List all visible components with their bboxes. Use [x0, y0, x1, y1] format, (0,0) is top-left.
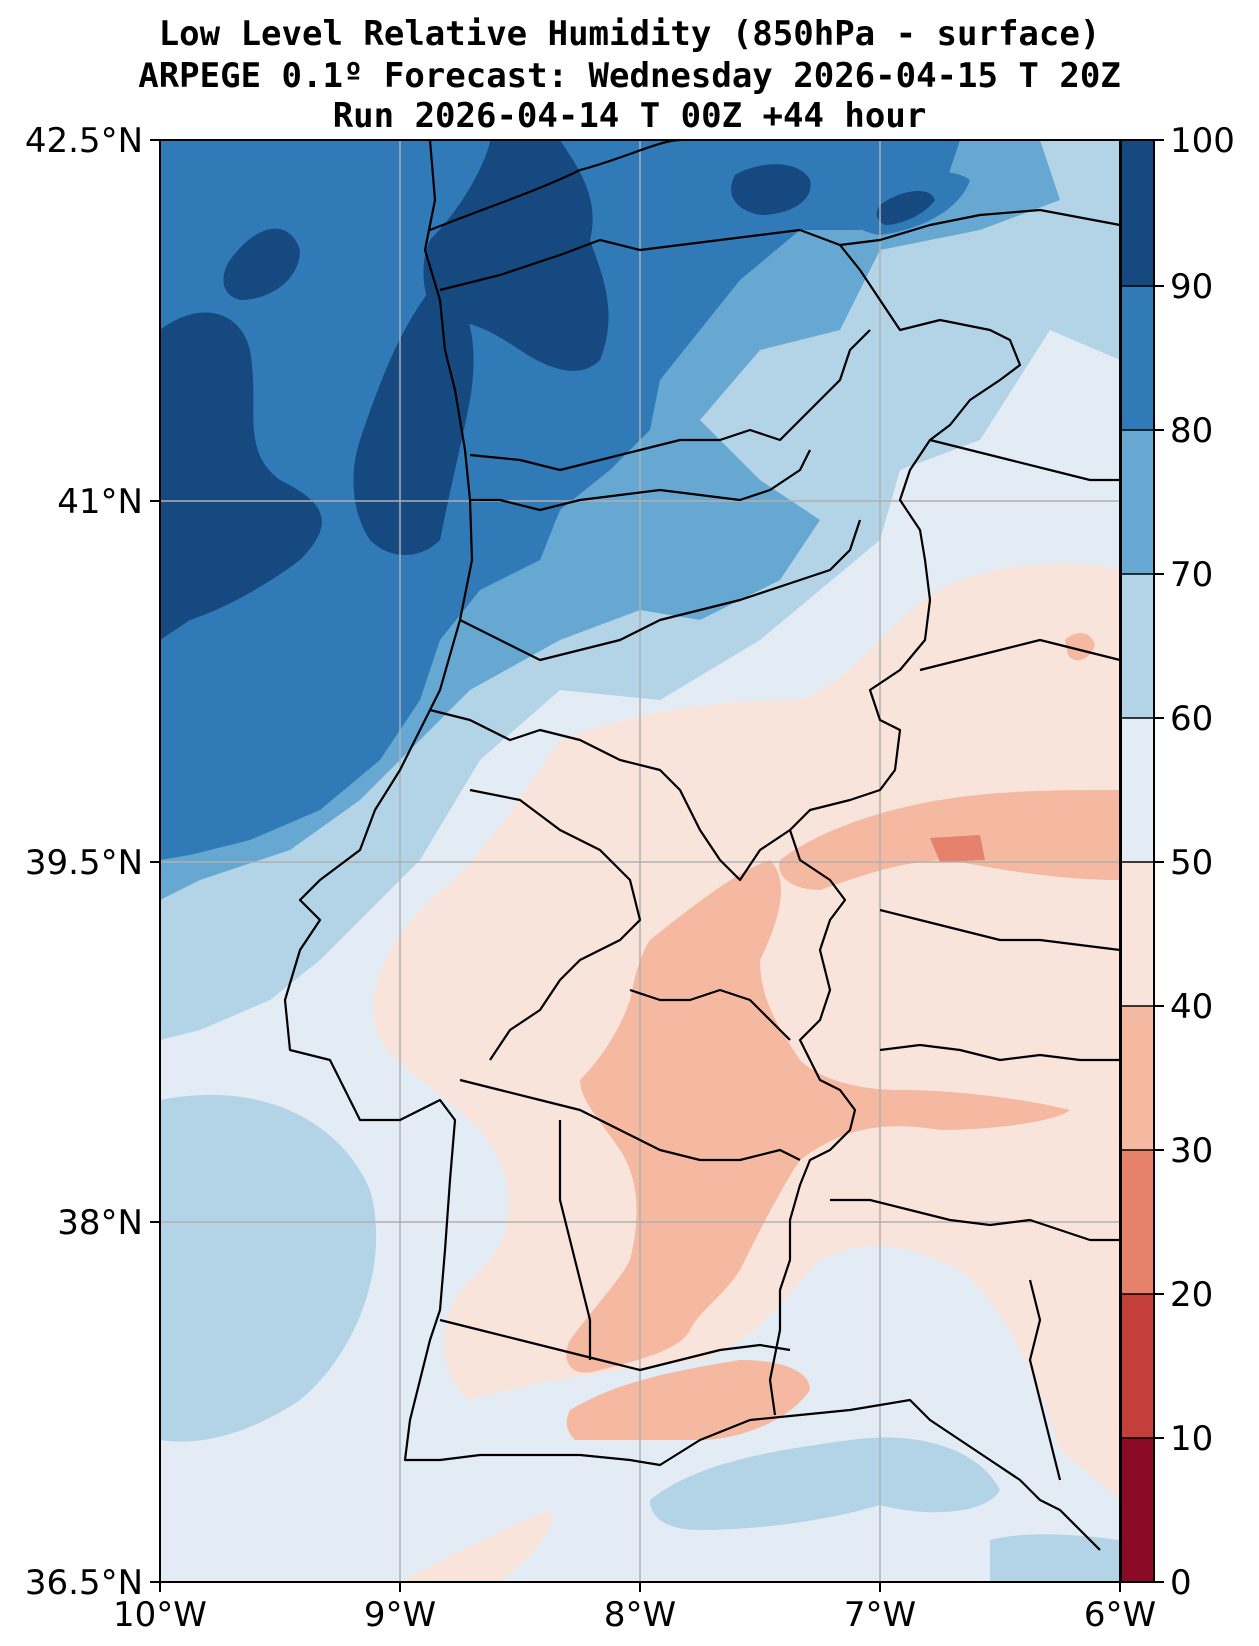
- colorbar-tick-label: 60: [1170, 699, 1213, 739]
- border-regions-11: [879, 1043, 1120, 1062]
- contour-80-90: [160, 140, 960, 860]
- colorbar-tick-label: 40: [1170, 987, 1213, 1027]
- colorbar-tick-label: 0: [1170, 1563, 1192, 1603]
- contour-30-40-central: [566, 860, 1070, 1373]
- y-tick-label: 38°N: [57, 1203, 143, 1243]
- x-tick-label: 9°W: [364, 1595, 436, 1635]
- border-portugal-spain-n: [439, 208, 1121, 292]
- border-regions-4: [429, 708, 791, 882]
- contour-20-30: [930, 835, 985, 862]
- x-tick-label: 10°W: [113, 1595, 207, 1635]
- colorbar-band: [1121, 574, 1154, 718]
- contour-90-100-ne: [731, 164, 811, 215]
- colorbar-band: [1121, 718, 1154, 862]
- border-portugal-spain-e: [768, 244, 1022, 1416]
- x-tick-label: 8°W: [604, 1595, 676, 1635]
- contour-30-40-ne: [1065, 633, 1095, 661]
- border-regions-12: [830, 1198, 1120, 1242]
- colorbar-tick-label: 20: [1170, 1275, 1213, 1315]
- x-tick-label: 7°W: [844, 1595, 916, 1635]
- contour-90-100-coast: [353, 290, 474, 555]
- boundaries: [283, 138, 1121, 1551]
- colorbar-band: [1121, 286, 1154, 430]
- contour-60-70-s: [650, 1437, 1000, 1530]
- contour-90-100-ne2: [876, 190, 935, 225]
- border-regions-3: [459, 519, 862, 662]
- contour-60-70-se: [990, 1534, 1120, 1582]
- colorbar: 100 90 80 70 60 50 40 30 20 10 0: [1120, 121, 1235, 1603]
- colorbar-band: [1121, 140, 1154, 286]
- colorbar-band: [1121, 1150, 1154, 1294]
- y-tick-label: 36.5°N: [25, 1563, 143, 1603]
- y-tick-label: 41°N: [57, 482, 143, 522]
- contour-40-50-s: [400, 1510, 553, 1582]
- border-regions-14: [919, 638, 1121, 672]
- colorbar-tick-label: 30: [1170, 1131, 1213, 1171]
- border-regions-7: [558, 1120, 592, 1360]
- colorbar-tick-label: 100: [1170, 121, 1235, 161]
- border-regions-6: [459, 1078, 801, 1162]
- border-regions-15: [1028, 1279, 1062, 1481]
- contour-90-100-ocean: [160, 312, 322, 640]
- colorbar-tick-label: 90: [1170, 267, 1213, 307]
- border-regions-9: [629, 988, 791, 1041]
- border-regions-5: [469, 788, 642, 1061]
- colorbar-tick-label: 80: [1170, 411, 1213, 451]
- coastline-west: [283, 139, 1101, 1551]
- title-line-1: Low Level Relative Humidity (850hPa - su…: [158, 14, 1101, 54]
- colorbar-tick-label: 70: [1170, 555, 1213, 595]
- border-spain-north: [429, 138, 681, 232]
- border-regions-1: [469, 329, 871, 472]
- border-regions-13: [929, 438, 1120, 482]
- border-regions-8: [439, 1318, 791, 1372]
- contour-60-70-sw: [160, 1094, 377, 1442]
- colorbar-tick-label: 50: [1170, 843, 1213, 883]
- y-axis-labels: 42.5°N 41°N 39.5°N 38°N 36.5°N: [25, 121, 143, 1603]
- colorbar-band: [1121, 1438, 1154, 1582]
- colorbar-tick-label: 10: [1170, 1419, 1213, 1459]
- colorbar-band: [1121, 1006, 1154, 1150]
- border-regions-2: [470, 449, 811, 512]
- colorbar-band: [1121, 430, 1154, 574]
- colorbar-band: [1121, 862, 1154, 1006]
- y-tick-label: 42.5°N: [25, 121, 143, 161]
- colorbar-band: [1121, 1294, 1154, 1438]
- title-line-3: Run 2026-04-14 T 00Z +44 hour: [332, 96, 927, 136]
- border-regions-10: [879, 908, 1121, 952]
- contour-90-100-north: [423, 140, 609, 371]
- title-line-2: ARPEGE 0.1º Forecast: Wednesday 2026-04-…: [138, 56, 1121, 96]
- y-tick-label: 39.5°N: [25, 843, 143, 883]
- contour-90-100-ocean2: [223, 228, 300, 300]
- x-tick-label: 6°W: [1084, 1595, 1156, 1635]
- x-axis-labels: 10°W 9°W 8°W 7°W 6°W: [113, 1595, 1156, 1635]
- axis-ticks: [150, 139, 1121, 1592]
